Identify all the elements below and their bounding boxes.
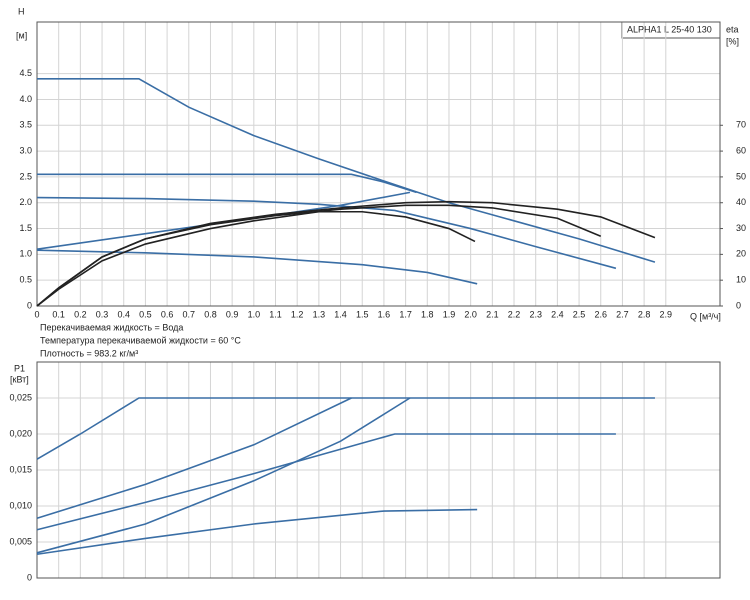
x-tick-label: 2.9 <box>660 309 673 319</box>
x-tick-label: 1.7 <box>399 309 412 319</box>
curve <box>37 78 656 263</box>
x-tick-label: 2.8 <box>638 309 651 319</box>
curve <box>36 433 616 531</box>
x-tick-label: 0.5 <box>139 309 152 319</box>
x-tick-label: 1.8 <box>421 309 434 319</box>
x-tick-label: 0.2 <box>74 309 87 319</box>
curve <box>36 397 655 460</box>
curve <box>36 397 352 520</box>
y2-tick-label: 70 <box>736 120 746 130</box>
x-tick-label: 0.3 <box>96 309 109 319</box>
x-tick-label: 0.7 <box>183 309 196 319</box>
p1-axis-unit: [кВт] <box>10 374 29 384</box>
y-tick-label: 3.5 <box>19 120 32 130</box>
x-tick-label: 2.7 <box>616 309 629 319</box>
note: Перекачиваемая жидкость = Вода <box>40 322 183 332</box>
x-tick-label: 2.3 <box>529 309 542 319</box>
x-tick-label: 2.1 <box>486 309 499 319</box>
x-tick-label: 2.6 <box>594 309 607 319</box>
plot-frame <box>36 21 721 307</box>
x-tick-label: 2.5 <box>573 309 586 319</box>
x-tick-label: 0.9 <box>226 309 239 319</box>
y-tick-label: 0,005 <box>9 536 32 546</box>
y-tick-label: 0,015 <box>9 464 32 474</box>
curve <box>36 204 602 307</box>
y-tick-label: 1.0 <box>19 249 32 259</box>
x-tick-label: 0.4 <box>117 309 130 319</box>
x-tick-label: 0 <box>34 309 39 319</box>
x-tick-label: 1.1 <box>269 309 282 319</box>
y2-tick-label: 60 <box>736 145 746 155</box>
y-tick-label: 0,025 <box>9 392 32 402</box>
y-tick-label: 2.0 <box>19 197 32 207</box>
x-tick-label: 2.2 <box>508 309 521 319</box>
curve <box>37 173 417 194</box>
y-tick-label: 4.5 <box>19 68 32 78</box>
p1-axis-label: P1 <box>14 363 25 373</box>
curve <box>36 210 476 307</box>
legend-label: ALPHA1 L 25-40 130 <box>627 24 712 34</box>
curve <box>36 508 478 556</box>
eta-axis-label: eta <box>726 24 739 34</box>
y-tick-label: 0 <box>27 572 32 582</box>
y-tick-label: 0,020 <box>9 428 32 438</box>
y-tick-label: 2.5 <box>19 171 32 181</box>
y2-tick-label: 50 <box>736 171 746 181</box>
x-tick-label: 1.6 <box>378 309 391 319</box>
x-tick-label: 1.9 <box>443 309 456 319</box>
x-tick-label: 1.5 <box>356 309 369 319</box>
h-axis-unit: [м] <box>16 30 27 40</box>
x-tick-label: 1.0 <box>248 309 261 319</box>
curve <box>36 249 478 285</box>
x-tick-label: 2.0 <box>464 309 477 319</box>
x-tick-label: 0.1 <box>52 309 65 319</box>
curve <box>36 397 411 554</box>
y2-tick-label: 10 <box>736 275 746 285</box>
x-tick-label: 1.2 <box>291 309 304 319</box>
x-tick-label: 0.8 <box>204 309 217 319</box>
y-tick-label: 1.5 <box>19 223 32 233</box>
eta-axis-unit: [%] <box>726 36 739 46</box>
y-tick-label: 0 <box>27 300 32 310</box>
note: Плотность = 983.2 кг/м³ <box>40 348 138 358</box>
y-tick-label: 4.0 <box>19 94 32 104</box>
plot-frame <box>36 361 721 579</box>
x-tick-label: 2.4 <box>551 309 564 319</box>
h-axis-label: H <box>18 6 25 16</box>
x-axis-label: Q [м³/ч] <box>690 311 721 321</box>
y2-tick-label: 40 <box>736 197 746 207</box>
y-tick-label: 0.5 <box>19 275 32 285</box>
y2-tick-label: 20 <box>736 249 746 259</box>
y2-tick-label: 30 <box>736 223 746 233</box>
y2-tick-label: 0 <box>736 300 741 310</box>
y-tick-label: 3.0 <box>19 145 32 155</box>
x-tick-label: 0.6 <box>161 309 174 319</box>
y-tick-label: 0,010 <box>9 500 32 510</box>
x-tick-label: 1.3 <box>313 309 326 319</box>
note: Температура перекачиваемой жидкости = 60… <box>40 335 241 345</box>
x-tick-label: 1.4 <box>334 309 347 319</box>
